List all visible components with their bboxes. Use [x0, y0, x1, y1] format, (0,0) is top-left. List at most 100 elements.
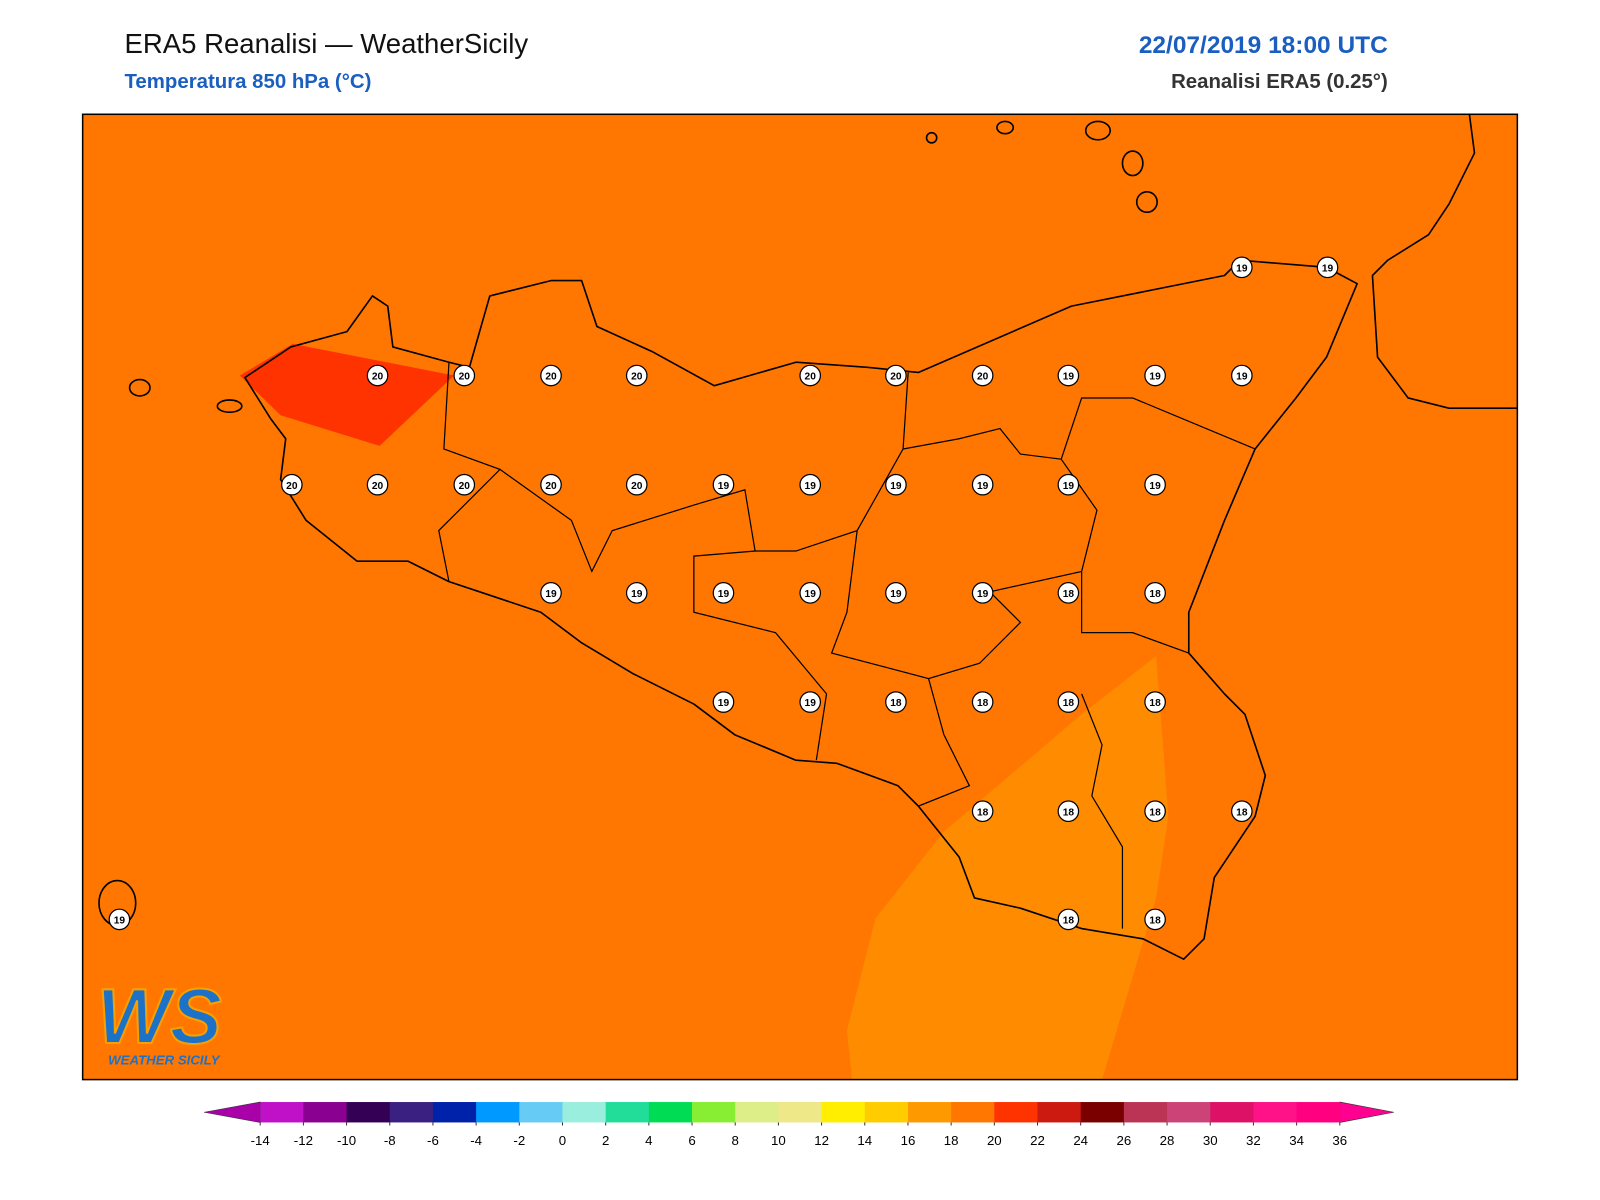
- station-value: 19: [1236, 372, 1248, 383]
- logo-name: WEATHER SICILY: [108, 1052, 221, 1067]
- station-marker: [1057, 364, 1080, 387]
- station-value: 19: [718, 698, 730, 709]
- station-marker: [1057, 473, 1080, 496]
- station-marker: [1057, 908, 1080, 931]
- station-marker: [1316, 256, 1339, 279]
- station-value: 19: [805, 589, 817, 600]
- station-value: 19: [1322, 263, 1334, 274]
- colorbar-tick-label: 32: [1246, 1133, 1261, 1148]
- colorbar-tick-label: 6: [688, 1133, 695, 1148]
- station-marker: [1057, 691, 1080, 713]
- station-marker: [366, 473, 389, 496]
- station-marker: [885, 582, 907, 604]
- station-value: 20: [545, 481, 557, 492]
- station-marker: [453, 364, 476, 387]
- colorbar-tick-label: -10: [337, 1133, 356, 1148]
- station-marker: [540, 582, 562, 604]
- station-value: 19: [1149, 481, 1161, 492]
- island: [996, 120, 1015, 135]
- colorbar-tick-label: 22: [1030, 1133, 1045, 1148]
- station-marker: [885, 691, 907, 713]
- station-marker: [366, 364, 389, 387]
- island: [216, 399, 243, 414]
- colorbar: -14 -12 -10 -8 -6 -4 -2 0 2 4 6 8 10 12 14 16 18 20 22 24 26…: [204, 1101, 1394, 1148]
- colorbar-bin: [1210, 1102, 1254, 1123]
- date: 22/07/2019 18:00 UTC: [1139, 32, 1388, 59]
- colorbar-bin: [692, 1102, 736, 1123]
- station-value: 19: [977, 589, 989, 600]
- station-marker: [1057, 800, 1080, 823]
- station-value: 20: [372, 372, 384, 383]
- station-value: 18: [1149, 698, 1161, 709]
- island: [1135, 191, 1158, 214]
- station-value: 19: [805, 481, 817, 492]
- source: Reanalisi ERA5 (0.25°): [1171, 71, 1388, 93]
- station-marker: [1144, 364, 1166, 387]
- colorbar-bin: [1167, 1102, 1211, 1123]
- station-value: 19: [1236, 263, 1248, 274]
- colorbar-tick-label: 2: [602, 1133, 609, 1148]
- colorbar-bin: [778, 1102, 823, 1123]
- zone-16-18: [846, 656, 1169, 1080]
- station-value: 19: [977, 481, 989, 492]
- colorbar-bin: [1253, 1102, 1298, 1123]
- calabria-coast: [1371, 114, 1518, 409]
- station-value: 18: [977, 698, 989, 709]
- colorbar-tick-label: 16: [901, 1133, 916, 1148]
- station-marker: [540, 364, 562, 387]
- colorbar-tick-label: -2: [513, 1133, 525, 1148]
- station-marker: [971, 800, 994, 823]
- colorbar-bin: [951, 1102, 995, 1123]
- colorbar-bin: [476, 1102, 520, 1123]
- station-value: 18: [890, 698, 902, 709]
- colorbar-bin: [864, 1102, 909, 1123]
- colorbar-tick-label: 12: [814, 1133, 829, 1148]
- colorbar-bin: [1080, 1102, 1125, 1123]
- logo-mark: WS: [97, 974, 222, 1060]
- station-marker: [625, 364, 648, 387]
- colorbar-tick-label: -8: [384, 1133, 396, 1148]
- station-value: 18: [1063, 915, 1075, 926]
- colorbar-bin: [1037, 1102, 1082, 1123]
- station-value: 18: [1063, 589, 1075, 600]
- colorbar-tick-label: -4: [470, 1133, 482, 1148]
- colorbar-tick-label: -12: [294, 1133, 313, 1148]
- island: [128, 378, 151, 397]
- station-marker: [1231, 800, 1253, 823]
- station-value: 20: [631, 481, 643, 492]
- colorbar-over: [1339, 1101, 1394, 1123]
- colorbar-bin: [994, 1102, 1039, 1123]
- station-value: 18: [1063, 807, 1075, 818]
- station-value: 19: [890, 589, 902, 600]
- station-marker: [885, 364, 907, 387]
- station-marker: [281, 473, 303, 496]
- station-marker: [799, 473, 822, 496]
- station-value: 19: [1063, 481, 1075, 492]
- colorbar-tick-label: 0: [559, 1133, 566, 1148]
- station-value: 19: [631, 589, 643, 600]
- colorbar-bin: [605, 1102, 650, 1123]
- colorbar-bin: [735, 1102, 779, 1123]
- station-marker: [971, 691, 994, 713]
- map-frame: [81, 113, 1519, 1081]
- station-marker: [1057, 582, 1080, 604]
- colorbar-tick-label: 36: [1332, 1133, 1347, 1148]
- station-value: 20: [631, 372, 643, 383]
- station-marker: [1144, 473, 1166, 496]
- station-marker: [1144, 691, 1166, 713]
- station-value: 20: [286, 481, 298, 492]
- station-value: 20: [805, 372, 817, 383]
- colorbar-tick-label: 10: [771, 1133, 786, 1148]
- station-value: 18: [977, 807, 989, 818]
- station-value: 20: [545, 372, 557, 383]
- station-value: 19: [805, 698, 817, 709]
- island: [925, 131, 938, 144]
- colorbar-tick-label: 20: [987, 1133, 1002, 1148]
- station-marker: [1231, 364, 1253, 387]
- island: [1121, 150, 1144, 177]
- station-marker: [712, 473, 735, 496]
- station-value: 20: [459, 372, 471, 383]
- station-marker: [1144, 800, 1166, 823]
